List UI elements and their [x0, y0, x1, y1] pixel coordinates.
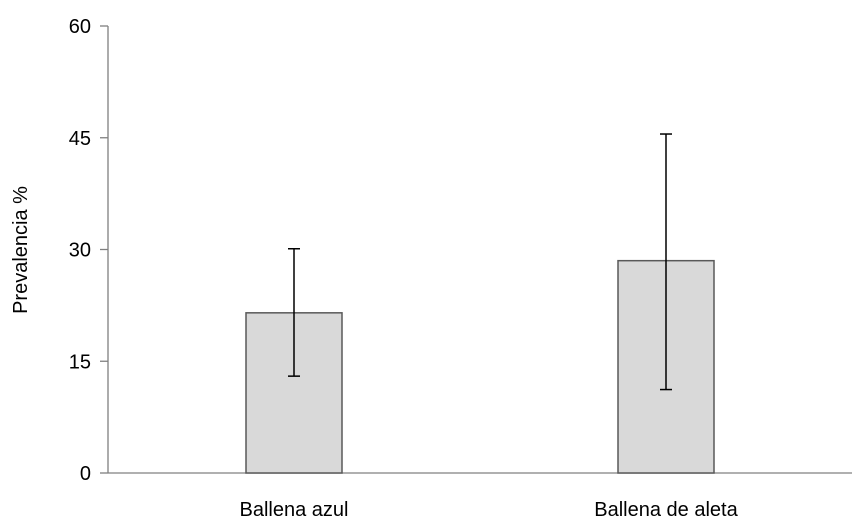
chart-error-bars	[288, 133, 672, 391]
chart-axes	[100, 25, 852, 474]
y-axis-title: Prevalencia %	[10, 186, 32, 314]
category-label: Ballena de aleta	[594, 499, 738, 521]
y-tick-label: 60	[69, 16, 91, 38]
y-tick-label: 15	[69, 351, 91, 373]
y-tick-label: 30	[69, 240, 91, 262]
category-label: Ballena azul	[240, 499, 349, 521]
chart-bars	[245, 259, 715, 474]
chart-labels: 0 15 30 45 60 Ballena azul Ballena de aleta	[69, 16, 739, 521]
y-tick-label: 45	[69, 128, 91, 150]
y-tick-label: 0	[80, 463, 91, 485]
